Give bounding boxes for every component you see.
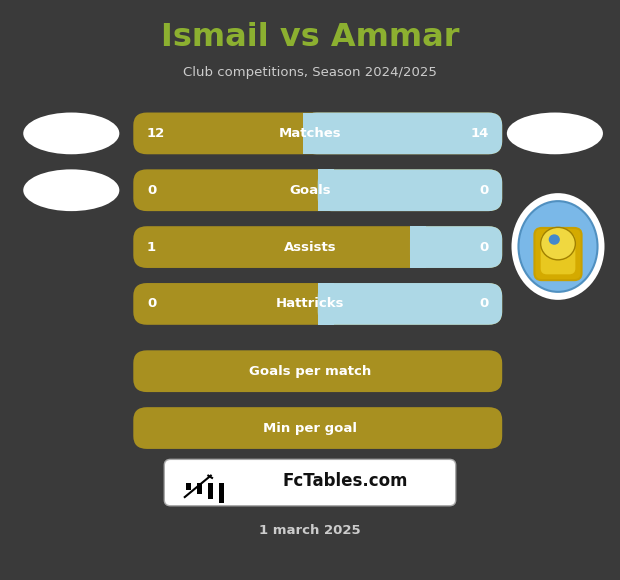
Text: 1: 1 [147,241,156,253]
Bar [208,483,213,499]
FancyBboxPatch shape [410,226,502,268]
Text: FcTables.com: FcTables.com [282,472,408,491]
Bar [186,483,191,490]
FancyBboxPatch shape [133,407,502,449]
Ellipse shape [24,169,120,211]
Text: Goals: Goals [289,184,331,197]
Circle shape [549,234,560,245]
Text: Matches: Matches [278,127,342,140]
Text: Min per goal: Min per goal [263,422,357,434]
Bar [219,483,224,503]
Ellipse shape [512,193,604,300]
Text: 0: 0 [479,298,489,310]
Circle shape [541,227,575,260]
Text: 12: 12 [147,127,165,140]
Text: Hattricks: Hattricks [276,298,344,310]
Bar [410,226,427,268]
Text: 14: 14 [470,127,489,140]
Text: 1 march 2025: 1 march 2025 [259,524,361,537]
Ellipse shape [24,113,120,154]
FancyBboxPatch shape [133,113,502,154]
Bar [303,113,319,154]
FancyBboxPatch shape [133,283,502,325]
Text: Assists: Assists [284,241,336,253]
Text: 0: 0 [147,184,156,197]
Ellipse shape [507,113,603,154]
FancyBboxPatch shape [534,228,582,280]
Text: 0: 0 [479,184,489,197]
FancyBboxPatch shape [133,169,502,211]
Text: Club competitions, Season 2024/2025: Club competitions, Season 2024/2025 [183,66,437,79]
Bar [197,483,202,494]
FancyBboxPatch shape [133,226,502,268]
FancyBboxPatch shape [303,113,502,154]
Text: Ismail vs Ammar: Ismail vs Ammar [161,22,459,53]
Text: 0: 0 [479,241,489,253]
FancyBboxPatch shape [541,234,575,274]
Text: Goals per match: Goals per match [249,365,371,378]
Ellipse shape [518,201,598,292]
Bar [317,283,334,325]
Bar [317,169,334,211]
FancyBboxPatch shape [317,283,502,325]
FancyBboxPatch shape [133,350,502,392]
FancyBboxPatch shape [164,459,456,506]
FancyBboxPatch shape [317,169,502,211]
Text: 0: 0 [147,298,156,310]
